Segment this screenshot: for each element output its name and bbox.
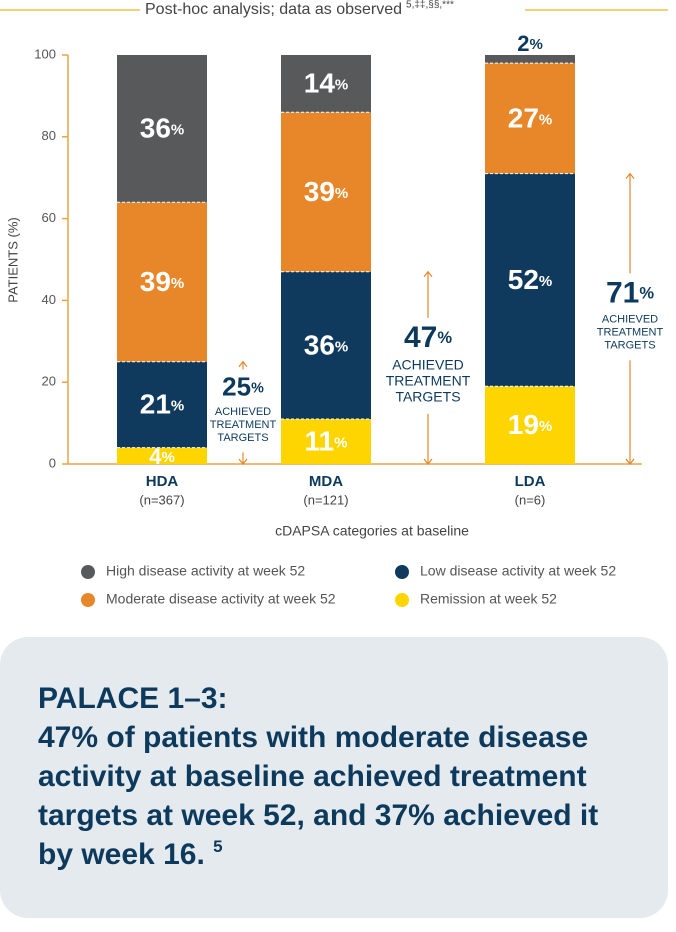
- annotation-text: TREATMENT: [386, 373, 471, 389]
- x-tick-label: HDA: [146, 473, 179, 490]
- x-tick-sublabel: (n=121): [303, 492, 348, 507]
- annotation-text: TREATMENT: [210, 419, 277, 431]
- bar-segment: [117, 361, 207, 448]
- legend-label: Moderate disease activity at week 52: [106, 591, 336, 607]
- callout: PALACE 1–3: 47% of patients with moderat…: [0, 637, 668, 918]
- x-tick-sublabel: (n=6): [515, 492, 546, 507]
- annotation-arrow: [238, 360, 248, 465]
- x-axis-label: cDAPSA categories at baseline: [275, 523, 469, 539]
- value-label: 27%: [508, 103, 553, 134]
- annotation-text: ACHIEVED: [392, 357, 464, 373]
- value-label: 4%: [149, 444, 175, 469]
- annotation-text: ACHIEVED: [602, 314, 658, 326]
- annotation-value: 25%: [222, 371, 264, 401]
- y-axis-label: PATIENTS (%): [5, 217, 20, 302]
- legend-label: High disease activity at week 52: [106, 563, 305, 579]
- callout-superscript: 5: [213, 837, 223, 856]
- legend-swatch: [81, 593, 95, 607]
- bar-segment: [117, 55, 207, 203]
- legend-label: Low disease activity at week 52: [420, 563, 616, 579]
- value-label: 39%: [140, 266, 185, 297]
- value-label: 52%: [508, 264, 553, 295]
- value-label: 21%: [140, 389, 185, 420]
- callout-title: PALACE 1–3:: [38, 682, 228, 715]
- value-label: 39%: [304, 176, 349, 207]
- value-label: 19%: [508, 410, 553, 441]
- x-tick-sublabel: (n=367): [139, 492, 184, 507]
- chart: Post-hoc analysis; data as observed 5,‡‡…: [0, 0, 668, 607]
- legend-swatch: [395, 593, 409, 607]
- callout-body: 47% of patients with moderate disease ac…: [38, 721, 599, 871]
- value-label: 36%: [140, 113, 185, 144]
- bar-segment: [117, 202, 207, 362]
- legend-swatch: [81, 565, 95, 579]
- value-label: 14%: [304, 68, 349, 99]
- annotation-text: TARGETS: [395, 389, 460, 405]
- y-tick-label: 80: [42, 128, 56, 143]
- bar-segment: [485, 63, 575, 174]
- y-tick-label: 60: [42, 210, 56, 225]
- bar-segment: [117, 447, 207, 464]
- bar-segment: [281, 112, 371, 272]
- x-tick-label: LDA: [515, 473, 546, 490]
- legend-swatch: [395, 565, 409, 579]
- x-tick-label: MDA: [309, 473, 343, 490]
- y-tick-label: 0: [49, 455, 56, 470]
- annotation-text: TARGETS: [604, 340, 655, 352]
- value-label: 36%: [304, 330, 349, 361]
- annotation-arrow: [625, 172, 635, 465]
- annotation-value: 71%: [606, 276, 654, 309]
- chart-title: Post-hoc analysis; data as observed: [145, 1, 402, 18]
- value-label: 11%: [305, 426, 348, 457]
- bar-segment: [485, 386, 575, 464]
- bar-segment: [281, 419, 371, 464]
- y-tick-label: 100: [34, 46, 56, 61]
- bar-segment: [281, 55, 371, 113]
- value-label: 2%: [517, 31, 543, 56]
- bar-segment: [485, 173, 575, 387]
- legend-label: Remission at week 52: [420, 591, 557, 607]
- callout-text: 47% of patients with moderate disease ac…: [38, 718, 638, 874]
- title-superscript: 5,‡‡,§§,***: [406, 0, 454, 11]
- y-tick-label: 40: [42, 292, 56, 307]
- annotation-arrow: [423, 270, 433, 465]
- bar-segment: [485, 55, 575, 64]
- annotation-text: TREATMENT: [597, 327, 664, 339]
- annotation-text: ACHIEVED: [215, 406, 271, 418]
- y-tick-label: 20: [42, 374, 56, 389]
- bar-segment: [281, 271, 371, 420]
- annotation-value: 47%: [404, 321, 452, 354]
- annotation-text: TARGETS: [217, 432, 268, 444]
